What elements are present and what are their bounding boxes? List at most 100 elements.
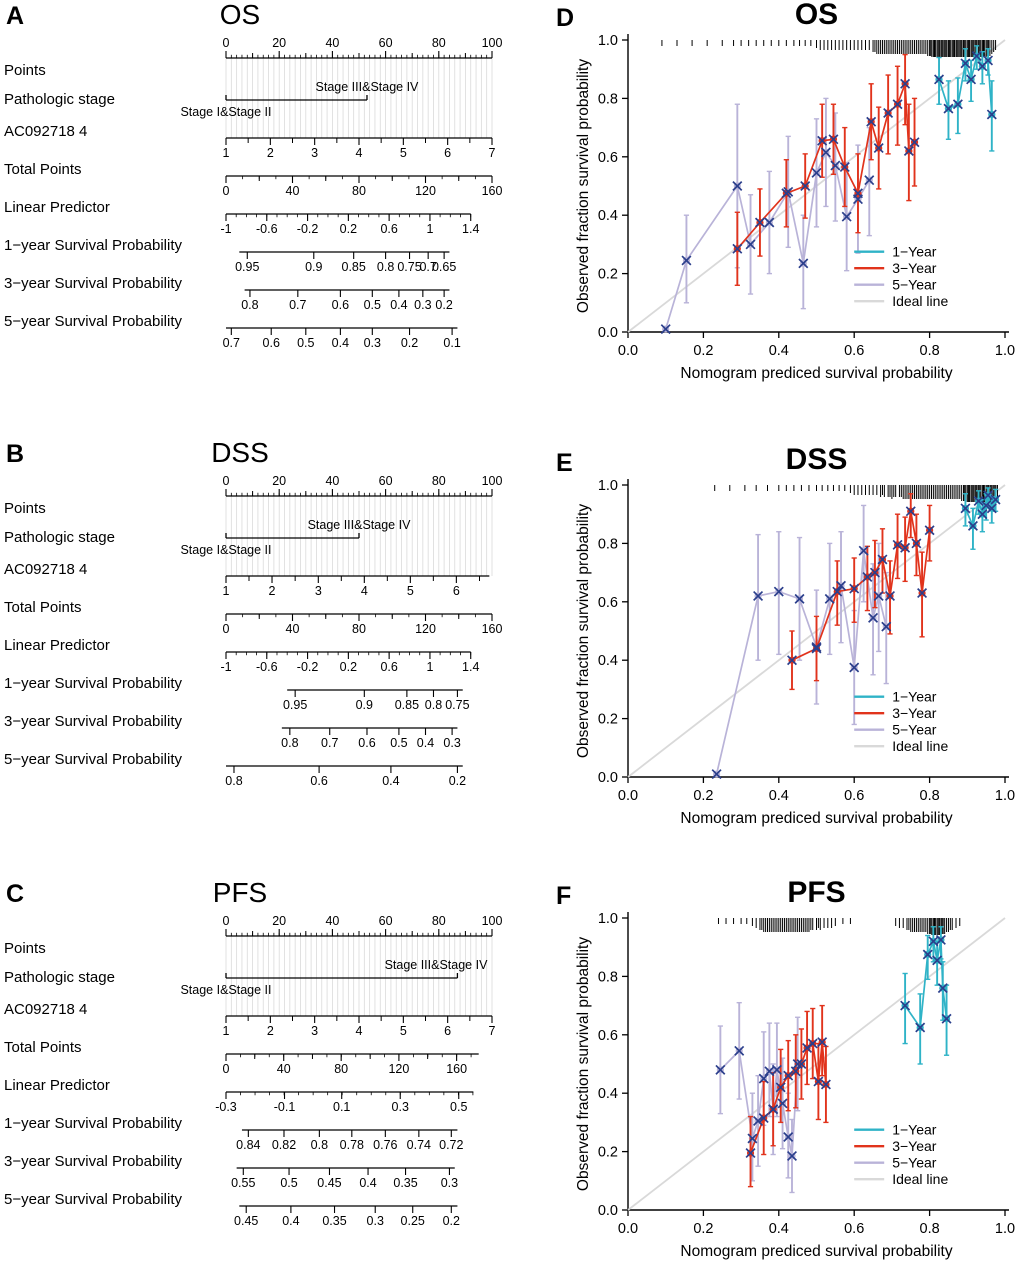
svg-text:120: 120	[415, 622, 436, 636]
svg-text:1−year Survival Probability: 1−year Survival Probability	[4, 675, 183, 692]
panel-title-D: OS	[794, 0, 839, 31]
svg-text:0.8: 0.8	[598, 969, 618, 985]
svg-text:0.4: 0.4	[598, 1086, 618, 1102]
svg-text:0.4: 0.4	[769, 343, 789, 359]
svg-text:3: 3	[311, 1024, 318, 1038]
svg-text:0.0: 0.0	[598, 1203, 618, 1219]
svg-text:5−Year: 5−Year	[892, 722, 937, 738]
svg-text:0: 0	[223, 36, 230, 50]
svg-text:1−Year: 1−Year	[892, 244, 937, 260]
svg-text:0.4: 0.4	[769, 1221, 789, 1237]
svg-text:20: 20	[272, 914, 286, 928]
svg-text:0.3: 0.3	[392, 1100, 409, 1114]
svg-text:6: 6	[444, 146, 451, 160]
svg-text:0.6: 0.6	[844, 343, 864, 359]
svg-text:80: 80	[432, 36, 446, 50]
svg-text:2: 2	[267, 1024, 274, 1038]
panel-letter-B: B	[6, 440, 25, 468]
svg-text:Stage III&Stage IV: Stage III&Stage IV	[385, 958, 489, 972]
svg-text:0.8: 0.8	[425, 698, 442, 712]
svg-text:0.74: 0.74	[407, 1138, 431, 1152]
svg-text:0.2: 0.2	[449, 774, 466, 788]
svg-text:80: 80	[352, 184, 366, 198]
svg-text:-0.6: -0.6	[256, 222, 278, 236]
svg-text:Total Points: Total Points	[4, 1039, 82, 1056]
svg-text:60: 60	[379, 474, 393, 488]
svg-text:0.35: 0.35	[393, 1176, 417, 1190]
svg-text:5−year Survival Probability: 5−year Survival Probability	[4, 751, 183, 768]
svg-text:0.2: 0.2	[693, 1221, 713, 1237]
svg-text:0.8: 0.8	[311, 1138, 328, 1152]
svg-text:6: 6	[453, 584, 460, 598]
svg-text:1−Year: 1−Year	[892, 1122, 937, 1138]
svg-text:-0.2: -0.2	[297, 222, 319, 236]
svg-text:1: 1	[223, 146, 230, 160]
svg-text:AC092718 4: AC092718 4	[4, 1001, 87, 1018]
svg-text:7: 7	[489, 1024, 496, 1038]
svg-text:-0.3: -0.3	[215, 1100, 237, 1114]
svg-text:5: 5	[407, 584, 414, 598]
svg-text:40: 40	[325, 36, 339, 50]
svg-text:3: 3	[315, 584, 322, 598]
svg-text:0.72: 0.72	[439, 1138, 463, 1152]
svg-text:60: 60	[379, 36, 393, 50]
svg-text:0.0: 0.0	[618, 343, 638, 359]
svg-text:0.6: 0.6	[332, 298, 349, 312]
svg-text:20: 20	[272, 474, 286, 488]
panel-D: D OS 0.0 0.0 0.2 0.2 0.4 0.4 0.6 0.6 0.8 0.8 1.0 1.…	[510, 0, 1020, 440]
svg-text:0.82: 0.82	[272, 1138, 296, 1152]
svg-text:0.85: 0.85	[342, 260, 366, 274]
svg-text:0.2: 0.2	[598, 267, 618, 283]
svg-text:3−Year: 3−Year	[892, 260, 937, 276]
svg-text:0.5: 0.5	[364, 298, 381, 312]
svg-text:0.3: 0.3	[414, 298, 431, 312]
svg-text:0.6: 0.6	[380, 660, 397, 674]
svg-text:5−Year: 5−Year	[892, 1155, 937, 1171]
svg-text:0.35: 0.35	[322, 1214, 346, 1228]
panel-title-B: DSS	[211, 437, 269, 468]
svg-text:0.4: 0.4	[417, 736, 434, 750]
svg-text:0.2: 0.2	[693, 343, 713, 359]
svg-text:0.2: 0.2	[598, 1145, 618, 1161]
svg-text:0.4: 0.4	[390, 298, 407, 312]
svg-text:1: 1	[223, 1024, 230, 1038]
svg-text:100: 100	[482, 914, 503, 928]
svg-text:Nomogram prediced survival pro: Nomogram prediced survival probability	[680, 1243, 952, 1260]
svg-text:0.2: 0.2	[598, 712, 618, 728]
svg-text:0.0: 0.0	[618, 1221, 638, 1237]
svg-text:1: 1	[426, 222, 433, 236]
svg-text:0.8: 0.8	[241, 298, 258, 312]
svg-text:AC092718 4: AC092718 4	[4, 123, 87, 140]
svg-text:20: 20	[272, 36, 286, 50]
svg-text:0.4: 0.4	[282, 1214, 299, 1228]
calibration-pfs-plot: 0.00.0 0.2 0.2 0.4 0.4 0.6 0.6 0.8 0.8 1.0 1.0 Nomo…	[575, 911, 1015, 1260]
panel-title-C: PFS	[212, 877, 268, 908]
svg-text:0.84: 0.84	[236, 1138, 260, 1152]
svg-text:-0.1: -0.1	[274, 1100, 296, 1114]
svg-text:Pathologic stage: Pathologic stage	[4, 529, 115, 546]
svg-text:0.4: 0.4	[332, 336, 349, 350]
svg-text:0.6: 0.6	[380, 222, 397, 236]
svg-text:0.76: 0.76	[373, 1138, 397, 1152]
svg-text:Pathologic stage: Pathologic stage	[4, 91, 115, 108]
svg-text:0.6: 0.6	[310, 774, 327, 788]
svg-text:5: 5	[400, 146, 407, 160]
svg-text:Pathologic stage: Pathologic stage	[4, 969, 115, 986]
svg-text:0: 0	[223, 474, 230, 488]
svg-text:40: 40	[286, 184, 300, 198]
calibration-os-plot: 0.00.0 0.2 0.2 0.4 0.4 0.6 0.6 0.8 0.8 1.0 1.0 Nomo…	[575, 33, 1015, 382]
svg-text:0.1: 0.1	[333, 1100, 350, 1114]
svg-text:0.78: 0.78	[340, 1138, 364, 1152]
panel-letter-C: C	[6, 880, 25, 908]
panel-A: A OS Points 0 20 40 60 80 100 Pathologic stage S…	[0, 0, 510, 440]
panel-C: C PFS Points 0 20 40 60 80 100 Pathologic stage…	[0, 878, 510, 1270]
panel-B: B DSS Points 0 20 40 60 80 100 Pathologic stage…	[0, 438, 510, 878]
svg-text:0.75: 0.75	[445, 698, 469, 712]
svg-text:0.45: 0.45	[234, 1214, 258, 1228]
svg-text:40: 40	[286, 622, 300, 636]
svg-text:0.75: 0.75	[397, 260, 421, 274]
svg-text:80: 80	[334, 1062, 348, 1076]
svg-text:3−Year: 3−Year	[892, 705, 937, 721]
svg-text:Linear Predictor: Linear Predictor	[4, 1077, 110, 1094]
